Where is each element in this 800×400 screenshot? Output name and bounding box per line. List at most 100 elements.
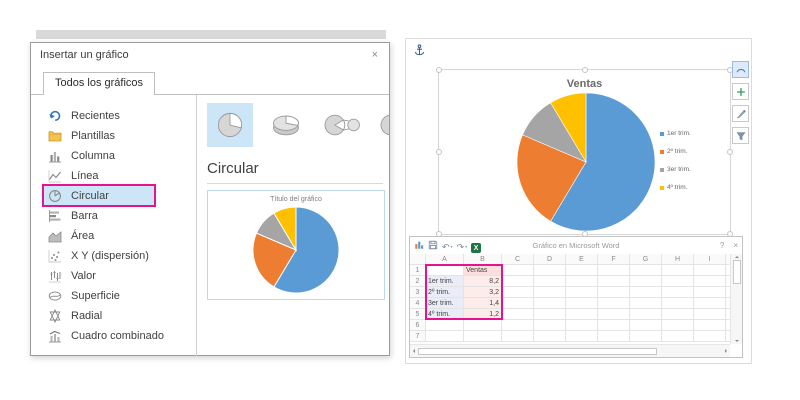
subtype-pie-2d-icon[interactable]: [207, 103, 253, 147]
cell-F5[interactable]: [598, 309, 630, 320]
cell-F7[interactable]: [598, 331, 630, 342]
row-header-7[interactable]: 7: [410, 331, 426, 342]
cell-E4[interactable]: [566, 298, 598, 309]
column-header-E[interactable]: E: [566, 254, 598, 265]
sidebar-item-recientes[interactable]: Recientes: [44, 106, 186, 125]
cell-D1[interactable]: [534, 265, 566, 276]
cell-G1[interactable]: [630, 265, 662, 276]
column-header-B[interactable]: B: [464, 254, 502, 265]
column-header-G[interactable]: G: [630, 254, 662, 265]
cell-H1[interactable]: [662, 265, 694, 276]
scroll-up-icon[interactable]: [734, 256, 739, 258]
cell-F3[interactable]: [598, 287, 630, 298]
redo-icon[interactable]: ↷ ▾: [456, 241, 468, 252]
layout-options-button[interactable]: [732, 61, 749, 78]
cell-H2[interactable]: [662, 276, 694, 287]
cell-G3[interactable]: [630, 287, 662, 298]
cell-D5[interactable]: [534, 309, 566, 320]
cell-C6[interactable]: [502, 320, 534, 331]
select-all-corner[interactable]: [410, 254, 426, 265]
cell-G6[interactable]: [630, 320, 662, 331]
sidebar-item-plantillas[interactable]: Plantillas: [44, 126, 186, 145]
cell-E5[interactable]: [566, 309, 598, 320]
sidebar-item-valor[interactable]: Valor: [44, 266, 186, 285]
cell-F4[interactable]: [598, 298, 630, 309]
cell-A3[interactable]: 2º trim.: [426, 287, 464, 298]
cell-H4[interactable]: [662, 298, 694, 309]
chart-icon[interactable]: [414, 237, 424, 255]
cell-G4[interactable]: [630, 298, 662, 309]
cell-B3[interactable]: 3,2: [464, 287, 502, 298]
chart-preview-card[interactable]: Título del gráfico: [207, 190, 385, 300]
scroll-down-icon[interactable]: [734, 340, 739, 342]
sidebar-item-superficie[interactable]: Superficie: [44, 286, 186, 305]
cell-G7[interactable]: [630, 331, 662, 342]
cell-D4[interactable]: [534, 298, 566, 309]
row-header-2[interactable]: 2: [410, 276, 426, 287]
cell-F2[interactable]: [598, 276, 630, 287]
vertical-scroll-thumb[interactable]: [732, 260, 741, 284]
cell-B7[interactable]: [464, 331, 502, 342]
dialog-titlebar[interactable]: Insertar un gráfico ×: [31, 43, 389, 67]
row-header-6[interactable]: 6: [410, 320, 426, 331]
subtype-pie-of-pie-icon[interactable]: [319, 103, 365, 147]
cell-A7[interactable]: [426, 331, 464, 342]
column-header-A[interactable]: A: [426, 254, 464, 265]
selection-handle[interactable]: [581, 67, 588, 73]
cell-G5[interactable]: [630, 309, 662, 320]
cell-I3[interactable]: [694, 287, 726, 298]
cell-E1[interactable]: [566, 265, 598, 276]
excel-icon[interactable]: X: [471, 237, 482, 255]
cell-I7[interactable]: [694, 331, 726, 342]
cell-A1[interactable]: [426, 265, 464, 276]
undo-icon[interactable]: ↶ ▾: [442, 241, 453, 252]
tab-all-charts[interactable]: Todos los gráficos: [43, 72, 156, 95]
close-button[interactable]: ×: [733, 240, 738, 250]
scroll-left-icon[interactable]: [413, 349, 415, 353]
cell-C2[interactable]: [502, 276, 534, 287]
cell-F6[interactable]: [598, 320, 630, 331]
vertical-scrollbar[interactable]: [730, 254, 742, 344]
selection-handle[interactable]: [727, 149, 733, 155]
chart-styles-button[interactable]: [732, 105, 749, 122]
column-header-D[interactable]: D: [534, 254, 566, 265]
cell-A6[interactable]: [426, 320, 464, 331]
horizontal-scroll-thumb[interactable]: [418, 347, 657, 355]
sidebar-item-area[interactable]: Área: [44, 226, 186, 245]
cell-I1[interactable]: [694, 265, 726, 276]
subtype-pie-3d-icon[interactable]: [263, 103, 309, 147]
excel-titlebar[interactable]: ↶ ▾ ↷ ▾ X Gráfico en Microsoft Word ? ×: [410, 237, 742, 255]
column-header-F[interactable]: F: [598, 254, 630, 265]
cell-F1[interactable]: [598, 265, 630, 276]
sidebar-item-linea[interactable]: Línea: [44, 166, 186, 185]
cell-H3[interactable]: [662, 287, 694, 298]
cell-B1[interactable]: Ventas: [464, 265, 502, 276]
cell-E7[interactable]: [566, 331, 598, 342]
cell-B2[interactable]: 8,2: [464, 276, 502, 287]
cell-G2[interactable]: [630, 276, 662, 287]
selection-handle[interactable]: [436, 67, 442, 73]
cell-D6[interactable]: [534, 320, 566, 331]
cell-A5[interactable]: 4º trim.: [426, 309, 464, 320]
horizontal-scrollbar[interactable]: [410, 344, 730, 357]
cell-B5[interactable]: 1,2: [464, 309, 502, 320]
sidebar-item-circular[interactable]: Circular: [42, 184, 156, 207]
cell-C5[interactable]: [502, 309, 534, 320]
cell-H7[interactable]: [662, 331, 694, 342]
cell-E2[interactable]: [566, 276, 598, 287]
help-button[interactable]: ?: [719, 240, 725, 250]
sidebar-item-x-y-dispersion[interactable]: X Y (dispersión): [44, 246, 186, 265]
cell-I6[interactable]: [694, 320, 726, 331]
column-header-C[interactable]: C: [502, 254, 534, 265]
cell-C1[interactable]: [502, 265, 534, 276]
cell-E3[interactable]: [566, 287, 598, 298]
cell-C7[interactable]: [502, 331, 534, 342]
cell-I2[interactable]: [694, 276, 726, 287]
chart-selection-frame[interactable]: Ventas 1er trim. 2º trim. 3er trim. 4º trim…: [436, 67, 733, 237]
chart-filters-button[interactable]: [732, 127, 749, 144]
row-header-3[interactable]: 3: [410, 287, 426, 298]
row-header-4[interactable]: 4: [410, 298, 426, 309]
selection-handle[interactable]: [436, 149, 442, 155]
cell-A4[interactable]: 3er trim.: [426, 298, 464, 309]
cell-D7[interactable]: [534, 331, 566, 342]
